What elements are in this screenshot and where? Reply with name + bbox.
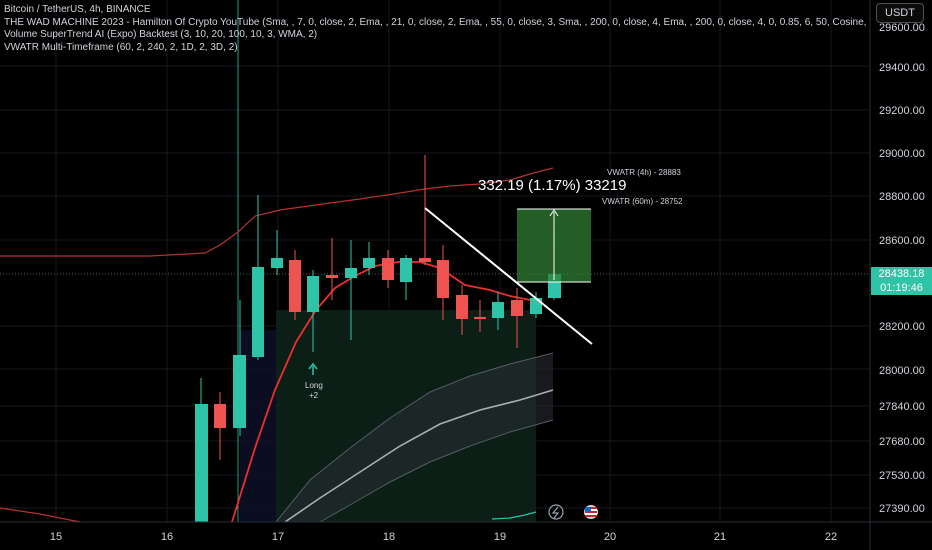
lightning-icon[interactable] [548,504,564,520]
vwatr-4h-label: VWATR (4h) - 28883 [607,168,681,177]
candle [326,275,338,278]
candle [474,317,486,319]
time-label: 16 [161,531,173,543]
candle [345,268,357,278]
time-label: 20 [604,531,616,543]
flag-icon[interactable] [584,505,598,519]
price-label: 28800.00 [879,191,925,203]
measure-label: 332.19 (1.17%) 33219 [478,177,626,194]
price-label: 29600.00 [879,22,925,34]
time-label: 22 [825,531,837,543]
price-label: 27530.00 [879,470,925,482]
trendline[interactable] [424,207,593,345]
time-label: 19 [494,531,506,543]
candle [456,295,468,319]
chart-legend: Bitcoin / TetherUS, 4h, BINANCE THE WAD … [4,4,870,54]
price-label: 29200.00 [879,105,925,117]
candle [511,300,523,316]
candle [307,276,319,312]
candle [252,267,264,357]
candle [400,258,412,282]
long-label: Long [305,381,323,390]
supertrend-dark-zone [240,330,276,522]
time-axis[interactable]: 15 16 17 18 19 20 21 22 [50,531,837,543]
vwatr-lower-band [0,507,81,523]
candle [437,260,449,298]
price-label: 28200.00 [879,321,925,333]
candle [214,404,226,428]
candle [492,302,504,318]
candle [195,404,208,522]
price-label: 27680.00 [879,436,925,448]
ma-channel-mid [284,389,554,523]
vwatr-60m-label: VWATR (60m) - 28752 [602,197,683,206]
time-label: 17 [272,531,284,543]
ma-channel-upper [275,352,554,523]
price-label: 29400.00 [879,62,925,74]
indicator-supertrend[interactable]: Volume SuperTrend AI (Expo) Backtest (3,… [4,29,318,40]
time-label: 21 [714,531,726,543]
time-label: 18 [383,531,395,543]
candle [363,258,375,268]
price-label: 27840.00 [879,401,925,413]
candle [233,355,246,428]
symbol-title[interactable]: Bitcoin / TetherUS, 4h, BINANCE [4,4,151,15]
candle-countdown: 01:19:46 [871,281,932,295]
price-axis[interactable]: 29600.00 29400.00 29200.00 29000.00 2880… [879,22,925,515]
currency-button[interactable]: USDT [876,3,924,23]
candle [271,258,283,268]
ma-channel-lower [319,419,554,523]
candle [289,260,301,312]
measure-arrow-head [549,209,559,217]
candle [382,258,394,280]
long-count: +2 [309,391,319,400]
time-label: 15 [50,531,62,543]
indicator-vwatr[interactable]: VWATR Multi-Timeframe (60, 2, 240, 2, 1D… [4,41,238,53]
current-price-tag: 28438.18 [871,267,932,281]
price-label: 27390.00 [879,503,925,515]
candles [195,155,561,522]
long-signal-arrowhead [308,362,318,370]
indicator-wad-machine[interactable]: THE WAD MACHINE 2023 - Hamilton Of Crypt… [4,16,870,28]
candle [419,258,431,262]
vwatr-upper-band [0,167,554,257]
supertrend-bottom-line [491,511,537,520]
candle [530,298,542,314]
price-label: 28000.00 [879,365,925,377]
price-label: 29000.00 [879,148,925,160]
price-label: 28600.00 [879,235,925,247]
